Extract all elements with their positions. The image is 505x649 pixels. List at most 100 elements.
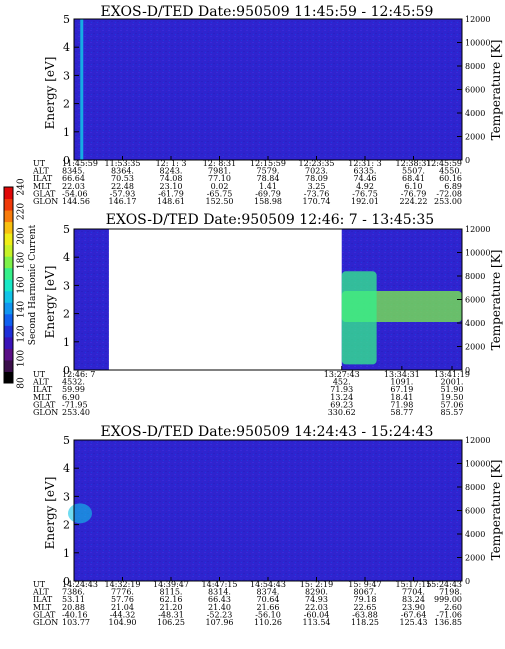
colorbar-label: Second Harmonic Current (28, 224, 38, 345)
ephemeris-value: 144.56 (62, 197, 90, 206)
ephemeris-value: 15: 2:19 (300, 580, 333, 589)
ytick-label: 0 (63, 575, 70, 588)
colorbar-frame (3, 186, 14, 384)
ephemeris-value: 192.01 (351, 197, 379, 206)
ephemeris-value: 106.25 (157, 618, 185, 627)
panel-2-title: EXOS-D/TED Date:950509 12:46: 7 - 13:45:… (106, 212, 434, 228)
ephemeris-value: 253.40 (62, 408, 90, 417)
y2tick-label: 6000 (465, 507, 485, 516)
ephemeris-value: 58.77 (390, 408, 413, 417)
panel-2-y2ticks: 0 2000 4000 6000 8000 10000 12000 (457, 225, 490, 375)
ephemeris-value: 6.10 (405, 182, 423, 191)
ephemeris-value: 224.22 (400, 197, 428, 206)
ephemeris-value: -52.23 (207, 610, 233, 619)
colorbar-swatch (4, 279, 13, 292)
ephemeris-value: 12:31: 3 (348, 159, 381, 168)
ephemeris-value: 12:45:59 (426, 159, 462, 168)
colorbar-swatch (4, 267, 13, 280)
ephemeris-value: 1091. (390, 378, 413, 387)
ephemeris-value: 6.89 (444, 182, 462, 191)
colorbar-tick-label: 180 (17, 252, 27, 269)
ephemeris-value: 158.98 (254, 197, 282, 206)
colorbar-tick-label: 160 (17, 276, 27, 293)
ephemeris-value: 6335. (354, 167, 377, 176)
y2tick-label: 4000 (465, 530, 485, 539)
ephemeris-row-label: ALT (32, 167, 49, 176)
ytick-label: 3 (63, 69, 70, 82)
panel-2-y2label: Temperature [K] (489, 250, 503, 351)
panel-1-yticks: 0 1 2 3 4 5 (63, 13, 79, 167)
ephemeris-value: 12:23:35 (299, 159, 335, 168)
ephemeris-value: 85.57 (441, 408, 464, 417)
ephemeris-value: 8345. (62, 167, 85, 176)
ephemeris-value: 67.19 (390, 385, 413, 394)
ephemeris-value: 12: 8:31 (203, 159, 236, 168)
ephemeris-value: 22.65 (354, 603, 377, 612)
ytick-label: 0 (63, 154, 70, 167)
colorbar-swatch (4, 256, 13, 269)
panel-1: EXOS-D/TED Date:950509 11:45:59 - 12:45:… (32, 4, 503, 206)
ephemeris-value: -57.93 (110, 189, 136, 198)
ephemeris-value: -65.75 (207, 189, 233, 198)
colorbar-tick-label: 220 (17, 203, 27, 220)
panel-1-y2ticks: 0 2000 4000 6000 8000 10000 12000 (457, 15, 490, 165)
colorbar-swatch (4, 371, 13, 384)
colorbar-swatch (4, 244, 13, 257)
ephemeris-value: 51.90 (441, 385, 464, 394)
y2tick-label: 4000 (465, 319, 485, 328)
y2tick-label: 12000 (465, 436, 490, 445)
feature-streak (80, 19, 84, 160)
ephemeris-value: 452. (333, 378, 351, 387)
ephemeris-value: 113.54 (303, 618, 331, 627)
ephemeris-value: 60.16 (439, 174, 462, 183)
ephemeris-value: 18.41 (390, 393, 413, 402)
ephemeris-value: 12:46: 7 (62, 370, 95, 379)
panel-2-ylabel: Energy [eV] (43, 266, 57, 339)
ephemeris-value: 13:41:19 (434, 370, 470, 379)
colorbar-swatch (4, 210, 13, 223)
y2tick-label: 4000 (465, 109, 485, 118)
ephemeris-row-label: GLON (33, 408, 58, 417)
ephemeris-value: -72.08 (436, 189, 462, 198)
ephemeris-value: 78.84 (257, 174, 280, 183)
ephemeris-value: 0.02 (211, 182, 229, 191)
ephemeris-value: 15:17:15 (396, 580, 432, 589)
y2tick-label: 0 (465, 156, 470, 165)
ephemeris-value: -71.95 (62, 400, 88, 409)
panel-3-y2label: Temperature [K] (489, 460, 503, 561)
colorbar-tick-labels: 80 100 120 140 160 180 200 220 240 (17, 178, 27, 389)
colorbar-swatch (4, 187, 13, 200)
ytick-label: 2 (63, 308, 70, 321)
ytick-label: 4 (63, 251, 70, 264)
ephemeris-value: 8364. (111, 167, 134, 176)
colorbar-swatch (4, 233, 13, 246)
y2tick-label: 10000 (465, 460, 490, 469)
y2tick-label: 0 (465, 366, 470, 375)
ephemeris-value: 22.03 (305, 603, 328, 612)
ephemeris-value: 66.43 (208, 595, 231, 604)
colorbar-swatch (4, 302, 13, 315)
ephemeris-value: 12: 1: 3 (156, 159, 187, 168)
ephemeris-value: 21.20 (160, 603, 183, 612)
y2tick-label: 2000 (465, 343, 485, 352)
colorbar-tick-label: 240 (17, 178, 27, 195)
ephemeris-row-label: GLON (33, 197, 58, 206)
ephemeris-value: 62.16 (160, 595, 183, 604)
ephemeris-value: 13.24 (330, 393, 353, 402)
ephemeris-row-label: UT (33, 580, 46, 589)
ytick-label: 0 (63, 364, 70, 377)
panel-3-data (68, 440, 462, 581)
ephemeris-value: 8290. (305, 588, 328, 597)
ephemeris-row-label: GLAT (33, 189, 56, 198)
y2tick-label: 6000 (465, 86, 485, 95)
ephemeris-value: 146.17 (109, 197, 137, 206)
ephemeris-value: 2001. (441, 378, 464, 387)
ephemeris-value: 78.09 (305, 174, 328, 183)
ephemeris-value: 14:47:15 (202, 580, 238, 589)
ephemeris-row-label: GLAT (33, 610, 56, 619)
ephemeris-value: -63.88 (352, 610, 378, 619)
ephemeris-value: 66.64 (62, 174, 85, 183)
panel-3-title: EXOS-D/TED Date:950509 14:24:43 - 15:24:… (101, 424, 434, 440)
